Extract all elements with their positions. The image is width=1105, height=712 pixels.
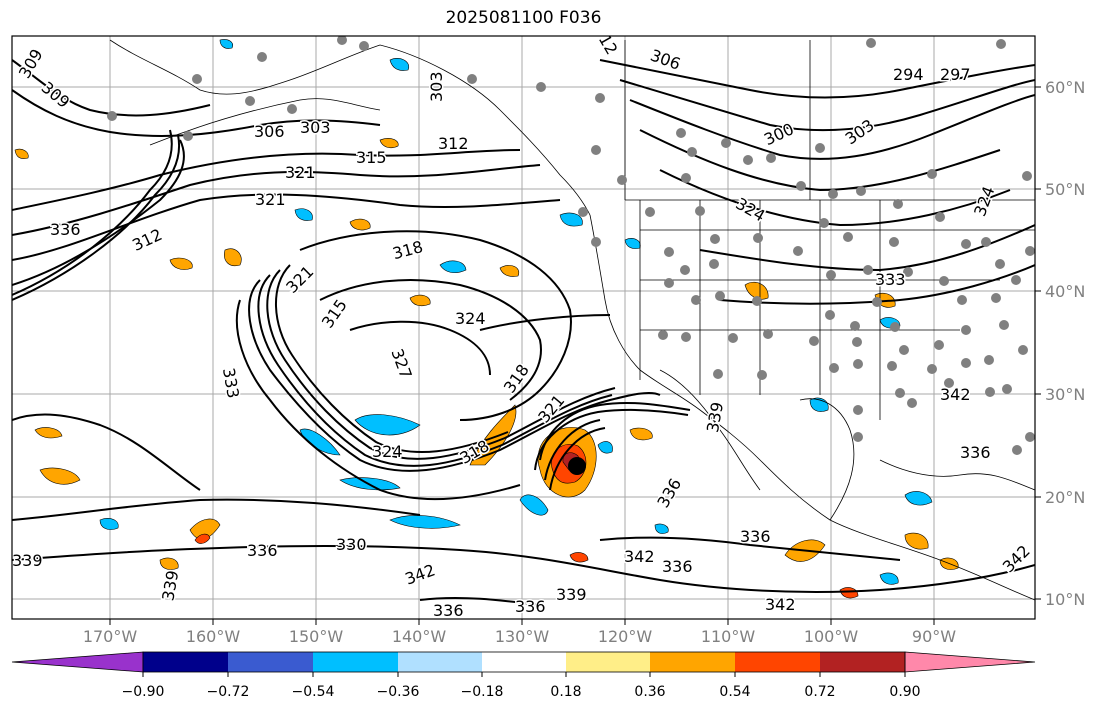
colorbar-tick-label: 0.36: [634, 684, 665, 700]
colorbar-tick-label: 0.90: [889, 684, 920, 700]
colorbar-extend-high: [904, 651, 1036, 673]
colorbar-segment: [820, 652, 905, 672]
colorbar-extend-low: [11, 651, 144, 673]
contour-label: 342: [940, 385, 971, 404]
shaded-field: [14, 39, 959, 599]
map-title: 2025081100 F036: [445, 8, 602, 28]
contour-label: 330: [336, 535, 367, 554]
contour-label: 336: [433, 601, 464, 620]
lon-tick-label: 150°W: [289, 627, 344, 646]
lon-axis: 170°W 160°W 150°W 140°W 130°W 120°W 110°…: [83, 619, 956, 646]
storm-center-marker: [568, 457, 586, 475]
contour-label: 339: [12, 551, 43, 570]
contour-label: 342: [624, 547, 655, 566]
contour-label: 321: [285, 163, 316, 182]
contour-label: 306: [254, 122, 285, 141]
contour-lines: [12, 59, 1035, 606]
contour-label: 315: [356, 148, 387, 167]
lat-tick-label: 10°N: [1045, 590, 1085, 609]
colorbar-segment: [650, 652, 735, 672]
colorbar-segment: [566, 652, 650, 672]
colorbar-segment: [313, 652, 398, 672]
colorbar-tick-label: 0.18: [550, 684, 581, 700]
colorbar: −0.90 −0.72 −0.54 −0.36 −0.18 0.18 0.36 …: [11, 651, 1036, 700]
contour-label: 303: [300, 118, 331, 137]
colorbar-segment: [735, 652, 820, 672]
lon-tick-label: 110°W: [701, 627, 756, 646]
colorbar-tick-label: −0.90: [122, 684, 165, 700]
contour-label: 336: [740, 527, 771, 546]
lon-tick-label: 160°W: [186, 627, 241, 646]
lat-tick-label: 40°N: [1045, 282, 1085, 301]
map-frame: [11, 35, 1036, 620]
contour-label: 336: [960, 443, 991, 462]
colorbar-tick-label: 0.72: [804, 684, 835, 700]
map-panel: 309 309 306 303 312 315 321 321 336 312 …: [12, 36, 1035, 620]
lon-tick-label: 140°W: [392, 627, 447, 646]
contour-label: 324: [455, 309, 486, 328]
contour-label: 339: [703, 401, 727, 434]
contour-label: 336: [515, 597, 546, 616]
lat-tick-label: 50°N: [1045, 180, 1085, 199]
contour-label: 336: [247, 541, 278, 560]
colorbar-tick-label: −0.72: [207, 684, 250, 700]
contour-label: 333: [875, 270, 906, 289]
lat-tick-label: 30°N: [1045, 385, 1085, 404]
colorbar-segment: [143, 652, 228, 672]
lon-tick-label: 90°W: [912, 627, 956, 646]
contour-label: 297: [940, 65, 971, 84]
contour-label: 336: [50, 220, 81, 239]
lon-tick-label: 130°W: [495, 627, 550, 646]
contour-label: 294: [893, 65, 924, 84]
contour-label: 324: [372, 442, 403, 461]
colorbar-tick-label: −0.54: [292, 684, 335, 700]
contour-label: 303: [427, 71, 446, 102]
colorbar-tick-label: −0.36: [377, 684, 420, 700]
contour-label: 336: [662, 557, 693, 576]
colorbar-segment: [482, 652, 566, 672]
lon-tick-label: 120°W: [598, 627, 653, 646]
colorbar-segment: [398, 652, 482, 672]
contour-label: 306: [648, 45, 683, 73]
lat-axis: 60°N 50°N 40°N 30°N 20°N 10°N: [1035, 78, 1085, 609]
lon-tick-label: 170°W: [83, 627, 138, 646]
colorbar-tick-label: −0.18: [461, 684, 504, 700]
contour-label: 339: [556, 585, 587, 604]
contour-label: 312: [438, 134, 469, 153]
station-dots: [107, 36, 1035, 455]
contour-label: 321: [255, 190, 286, 209]
lat-tick-label: 60°N: [1045, 78, 1085, 97]
lat-tick-label: 20°N: [1045, 488, 1085, 507]
colorbar-segment: [228, 652, 313, 672]
contour-label: 342: [765, 595, 796, 614]
colorbar-tick-label: 0.54: [719, 684, 750, 700]
lon-tick-label: 100°W: [804, 627, 859, 646]
